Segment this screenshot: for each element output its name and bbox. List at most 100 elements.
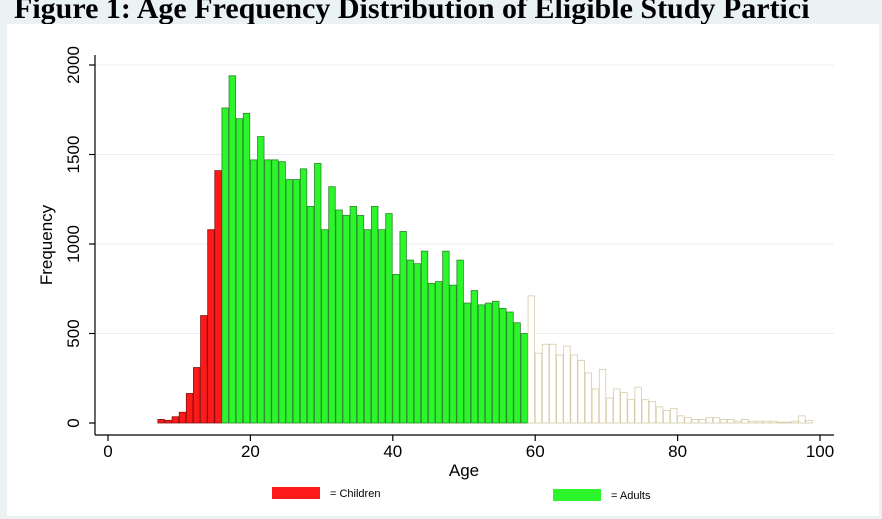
histogram-bar [506,311,514,424]
x-tick-label: 0 [103,442,112,461]
histogram-bar [299,168,308,424]
y-tick-label: 1500 [64,136,83,174]
histogram-bar [442,250,450,424]
x-tick-label: 40 [383,442,402,461]
histogram-bar [228,75,236,424]
x-tick-label: 60 [526,442,545,461]
x-axis-title: Age [449,461,479,480]
x-tick-label: 80 [668,442,687,461]
histogram-bars [157,75,813,424]
histogram-bar [342,214,350,424]
histogram-bar [712,417,721,424]
x-tick-label: 100 [806,442,834,461]
histogram-bar [791,420,799,424]
histogram-bar [271,159,279,424]
y-tick-label: 2000 [64,46,83,84]
histogram-bar [371,206,379,424]
histogram-bar [157,419,165,424]
histogram-bar [378,229,386,424]
histogram-bar [306,206,315,424]
histogram-bar [449,284,457,424]
histogram-bar [221,107,229,424]
histogram-bar [399,231,407,424]
histogram-bar [577,359,585,424]
histogram-bar [613,388,621,424]
histogram-bar [798,415,806,424]
histogram-bar [755,420,763,424]
histogram-bar [463,302,471,424]
histogram-bar [492,300,500,424]
histogram-bar [257,136,265,424]
histogram-bar [328,186,336,424]
histogram-bar [556,354,564,424]
y-tick-label: 0 [64,418,83,427]
histogram-bar [734,420,742,424]
legend-swatch-children [272,487,320,499]
histogram-bar [235,118,244,424]
histogram-bar [570,354,578,424]
histogram-bar [513,322,521,424]
legend-swatch-adults [553,489,601,501]
histogram-bar [520,333,528,424]
histogram-bar [427,282,436,424]
histogram-bar [634,386,642,424]
histogram-bar [805,419,813,424]
histogram-bar [264,159,272,424]
histogram-bar [620,392,628,424]
histogram-bar [477,304,486,424]
histogram-bar [691,419,699,424]
histogram-bar [470,290,479,424]
histogram-bar [598,368,607,424]
histogram-bar [178,411,187,424]
histogram-bar [627,399,635,424]
histogram-bar [741,419,749,424]
histogram-bar [420,250,429,424]
histogram-bar [484,302,493,424]
histogram-bar [499,308,507,424]
histogram-bar [456,259,464,424]
y-axis-title: Frequency [37,204,56,285]
histogram-bar [321,229,329,424]
y-tick-label: 1000 [64,225,83,263]
histogram-bar [406,259,414,424]
histogram-bar [698,419,706,424]
histogram-bar [392,274,400,424]
legend-label-adults: = Adults [611,490,651,502]
histogram-bar [719,419,728,424]
histogram-bar [285,179,293,424]
histogram-bar [349,206,357,424]
histogram-bar [435,281,443,424]
histogram-bar [171,416,180,424]
x-tick-label: 20 [241,442,260,461]
histogram-bar [776,421,785,424]
histogram-bar [278,161,286,424]
histogram-bar [164,419,172,424]
histogram-bar [207,229,215,424]
histogram-bar [705,417,714,424]
histogram-bar [591,388,600,424]
histogram-bar [655,406,664,424]
histogram-bar [648,401,657,424]
histogram-bar [684,417,692,424]
histogram-bar [413,263,422,424]
histogram-bar [662,410,671,424]
histogram-bar [356,214,365,424]
histogram-bar [762,420,770,424]
histogram-bar [363,229,372,424]
histogram-bar [769,420,778,424]
histogram-bar [292,179,301,424]
y-tick-label: 500 [64,319,83,347]
histogram-bar [549,343,557,424]
histogram-bar [563,345,571,424]
histogram-bar [584,372,592,424]
histogram-bar [242,112,251,424]
histogram-bar [784,421,792,424]
histogram-bar [314,163,322,424]
legend: = Children = Adults [272,487,651,502]
histogram-bar [214,170,222,424]
histogram-bar [193,367,201,424]
histogram-bar [677,415,685,424]
histogram-bar [527,295,536,424]
histogram-bar [185,393,194,424]
page-title: Figure 1: Age Frequency Distribution of … [14,0,810,25]
